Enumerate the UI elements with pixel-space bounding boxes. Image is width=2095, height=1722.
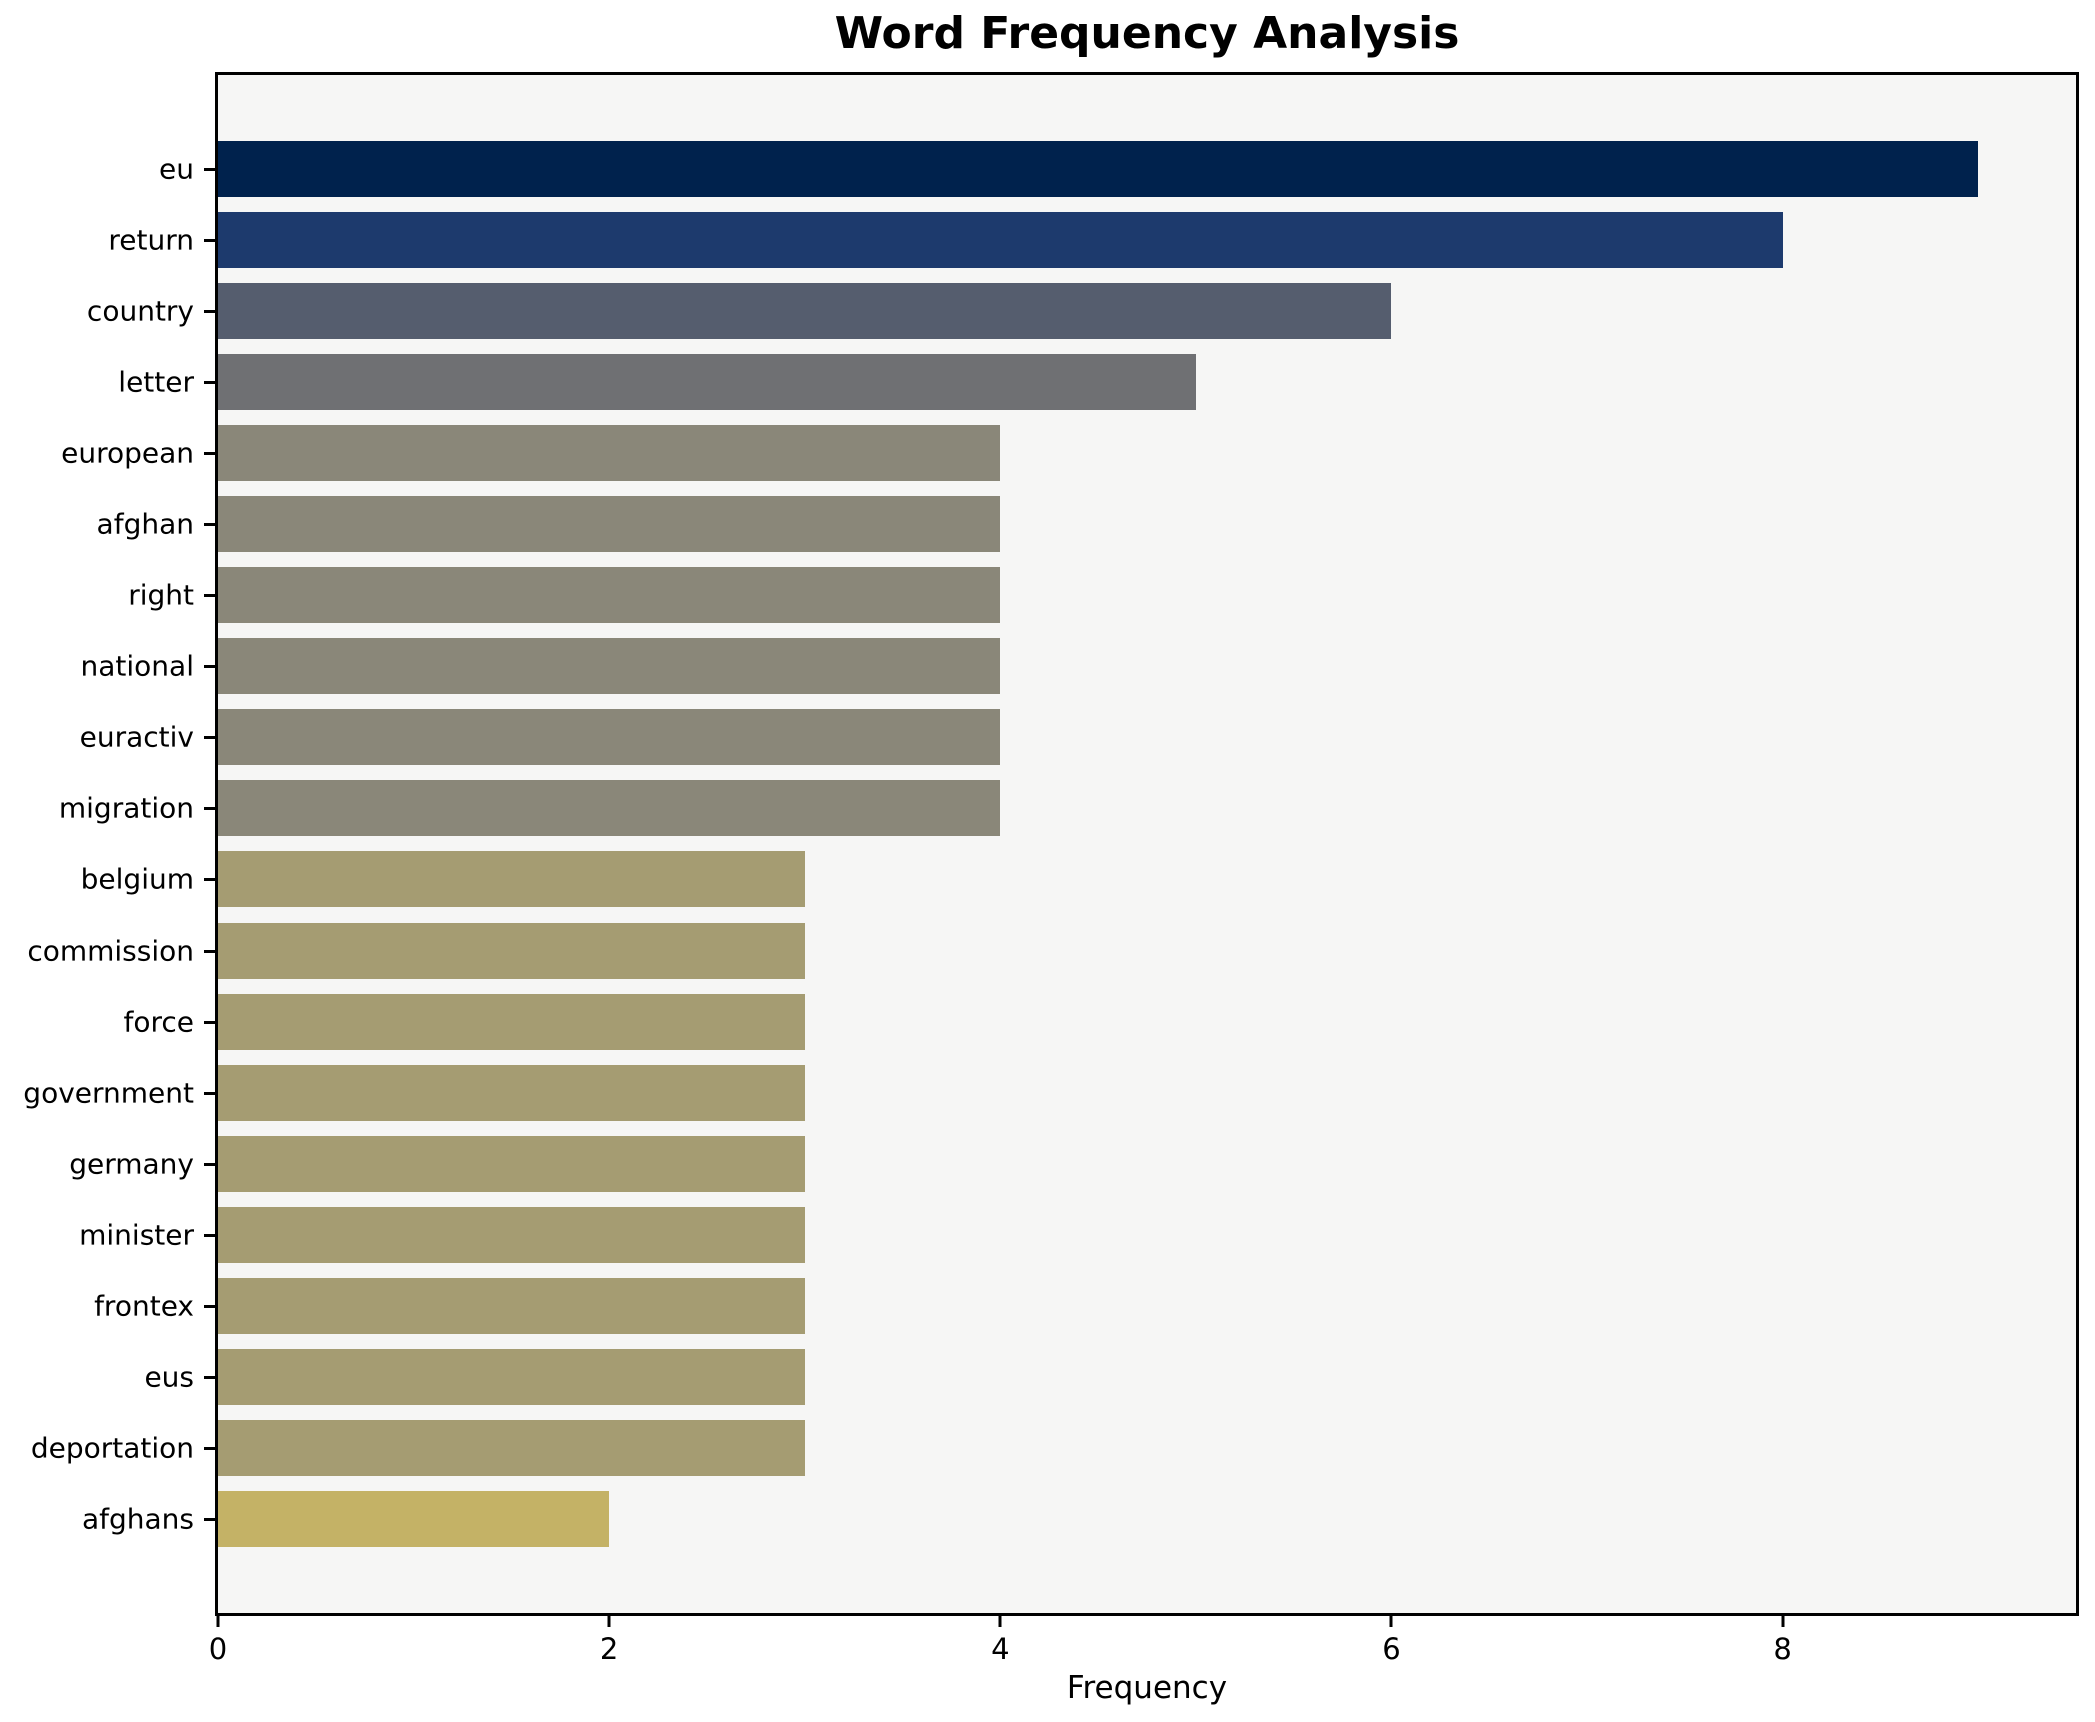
y-axis-tick [204, 310, 215, 314]
bar-right [218, 567, 1001, 624]
bar-euractiv [218, 709, 1001, 766]
y-axis-tick [204, 1375, 215, 1379]
bar-row: return [108, 212, 2076, 269]
bar-deportation [218, 1419, 805, 1476]
y-axis-tick [204, 1446, 215, 1450]
y-axis-label: government [23, 1076, 194, 1110]
bar-row: national [81, 638, 2076, 695]
bar-germany [218, 1135, 805, 1192]
bar-row: minister [79, 1206, 2076, 1263]
y-axis-label: eus [144, 1360, 194, 1394]
x-axis-tick-label: 8 [1773, 1632, 1792, 1666]
bar-belgium [218, 851, 805, 908]
y-axis-tick [204, 1091, 215, 1095]
y-axis-label: afghans [81, 1502, 194, 1536]
x-axis-tick-label: 6 [1382, 1632, 1401, 1666]
y-axis-tick [204, 1020, 215, 1024]
bar-migration [218, 780, 1001, 837]
x-axis-tick [998, 1616, 1002, 1627]
bar-minister [218, 1206, 805, 1263]
y-axis-label: afghan [96, 507, 194, 541]
bar-row: frontex [94, 1277, 2076, 1334]
y-axis-label: minister [79, 1218, 194, 1252]
y-axis-label: european [61, 436, 194, 470]
bar-row: eu [159, 141, 2076, 197]
bar-eus [218, 1348, 805, 1405]
y-axis-label: eu [159, 152, 194, 186]
bar-row: migration [59, 780, 2076, 837]
bar-return [218, 212, 1783, 269]
y-axis-tick [204, 1162, 215, 1166]
x-axis-tick-label: 4 [991, 1632, 1010, 1666]
bar-commission [218, 922, 805, 979]
y-axis-label: right [128, 578, 194, 612]
y-axis-tick [204, 168, 215, 171]
bar-row: letter [118, 354, 2076, 411]
bar-row: government [23, 1064, 2076, 1121]
y-axis-label: return [108, 223, 194, 257]
bar-government [218, 1064, 805, 1121]
bar-european [218, 425, 1001, 482]
x-axis-tick-label: 2 [599, 1632, 619, 1666]
y-axis-label: force [123, 1005, 194, 1039]
y-axis-tick [204, 1304, 215, 1308]
y-axis-label: national [80, 649, 194, 683]
y-axis-tick [204, 665, 215, 669]
x-axis-tick-label: 0 [208, 1632, 228, 1666]
bar-row: afghans [82, 1490, 2076, 1547]
bar-row: belgium [81, 851, 2076, 908]
y-axis-label: country [86, 294, 194, 328]
bar-country [218, 283, 1392, 340]
bar-afghans [218, 1490, 610, 1547]
y-axis-tick [204, 878, 215, 882]
y-axis-label: germany [69, 1147, 194, 1181]
bar-rows: eu return country letter european afghan right… [23, 75, 2076, 1613]
bar-row: right [128, 567, 2076, 624]
bar-row: euractiv [80, 709, 2076, 766]
bar-national [218, 638, 1001, 695]
plot-area: eu return country letter european afghan right… [23, 72, 2079, 1706]
y-axis-label: deportation [30, 1431, 194, 1465]
bar-row: force [123, 993, 2076, 1050]
y-axis-tick [204, 1233, 215, 1237]
y-axis-label: belgium [80, 862, 194, 896]
x-axis-tick [1781, 1616, 1785, 1627]
bar-frontex [218, 1277, 805, 1334]
y-axis-tick [204, 381, 215, 385]
x-axis-tick [1389, 1616, 1393, 1627]
bar-row: country [87, 283, 2076, 340]
bar-row: european [61, 425, 2076, 482]
y-axis-tick [204, 1517, 215, 1521]
bar-eu [218, 141, 1979, 197]
bar-row: germany [69, 1135, 2076, 1192]
y-axis-label: frontex [94, 1289, 194, 1323]
x-axis-tick [607, 1616, 611, 1627]
y-axis-label: letter [118, 365, 194, 399]
y-axis-tick [204, 452, 215, 456]
bar-letter [218, 354, 1196, 411]
bar-row: eus [144, 1348, 2076, 1405]
bar-row: commission [27, 922, 2076, 979]
y-axis-label: euractiv [79, 720, 194, 754]
y-axis-tick [204, 807, 215, 811]
bar-force [218, 993, 805, 1050]
y-axis-tick [204, 594, 215, 598]
y-axis-label: migration [58, 791, 194, 825]
x-axis-label: Frequency [1066, 1670, 1228, 1706]
chart-title: Word Frequency Analysis [834, 8, 1460, 59]
bar-afghan [218, 496, 1001, 553]
y-axis-tick [204, 949, 215, 953]
y-axis-tick [204, 523, 215, 527]
x-axis-tick [216, 1616, 220, 1627]
y-axis-label: commission [27, 934, 194, 968]
bar-row: deportation [31, 1419, 2076, 1476]
bar-row: afghan [97, 496, 2076, 553]
y-axis-tick [204, 736, 215, 740]
y-axis-tick [204, 239, 215, 243]
